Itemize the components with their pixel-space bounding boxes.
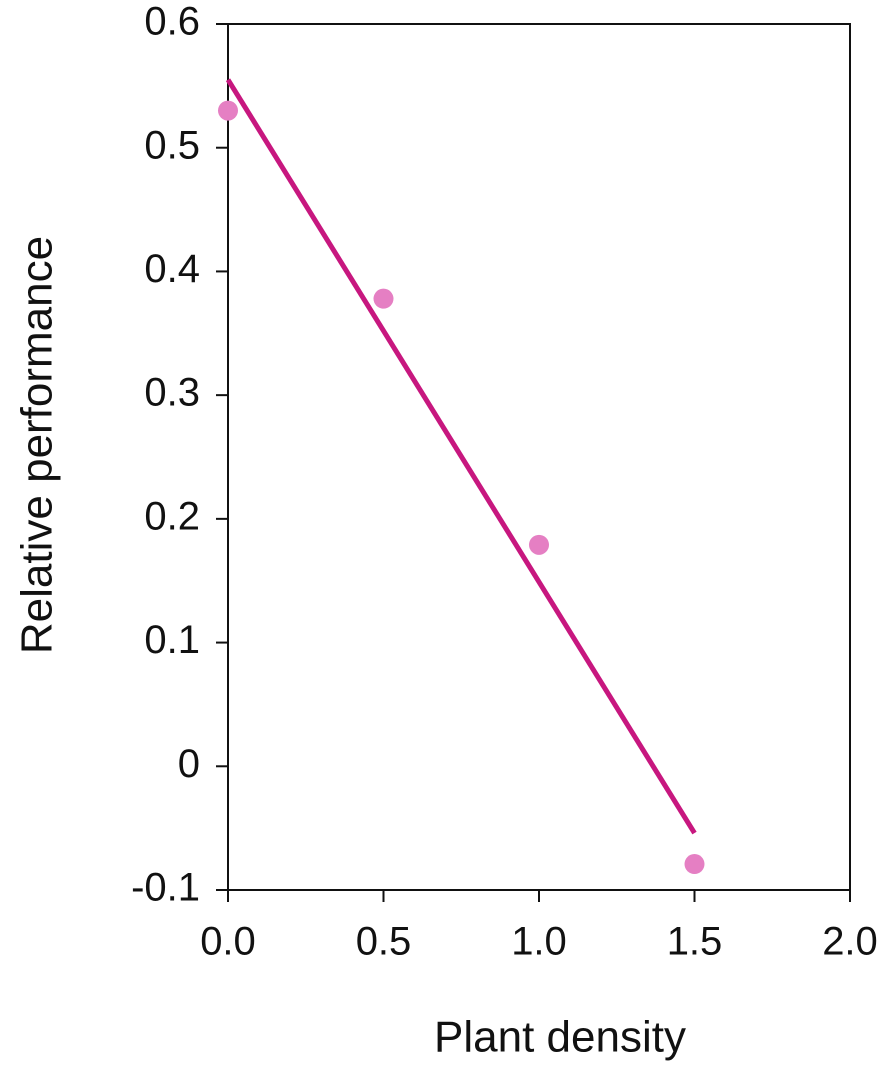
y-tick-label: 0.5 xyxy=(144,123,200,167)
x-tick-label: 1.0 xyxy=(511,920,567,964)
y-axis-title: Relative performance xyxy=(13,236,62,654)
plot-frame xyxy=(227,23,851,891)
x-tick-label: 1.5 xyxy=(667,920,723,964)
y-tick-label: 0 xyxy=(178,742,200,786)
x-axis-title: Plant density xyxy=(434,1013,686,1062)
y-tick-label: 0.4 xyxy=(144,247,200,291)
y-tick-label: 0.6 xyxy=(144,0,200,44)
data-point xyxy=(373,288,394,309)
data-point xyxy=(684,854,705,875)
x-tick-label: 2.0 xyxy=(822,920,878,964)
x-tick-label: 0.0 xyxy=(200,920,256,964)
data-point xyxy=(529,534,549,555)
y-tick-label: 0.3 xyxy=(144,371,200,415)
y-tick-label: -0.1 xyxy=(131,866,200,910)
y-tick-label: 0.2 xyxy=(144,494,200,538)
y-tick-label: 0.1 xyxy=(144,618,200,662)
x-tick-label: 0.5 xyxy=(356,920,412,964)
fit-line xyxy=(225,78,697,835)
data-point xyxy=(218,100,238,121)
